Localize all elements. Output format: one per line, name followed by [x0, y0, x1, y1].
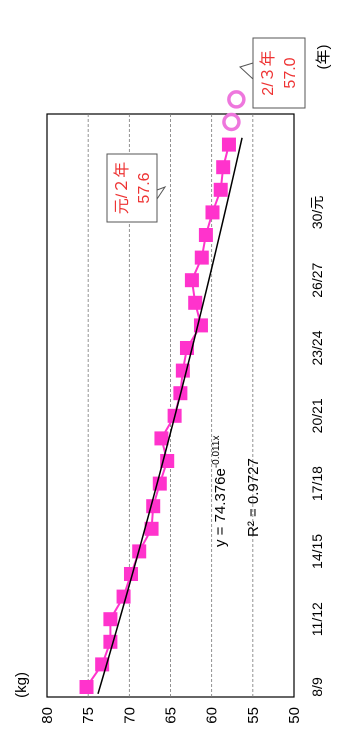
x-tick-label: 14/15	[309, 534, 325, 569]
x-tick-labels: 8/9 11/12 14/15 17/18 20/21 23/24 26/27 30/元	[309, 196, 325, 697]
callout-label: 元/２年	[113, 162, 131, 214]
data-point	[152, 476, 167, 491]
annotation-marker	[227, 90, 246, 109]
trendline-equation: y = 74.376e-0.011x	[211, 436, 229, 547]
trendline-layer	[97, 137, 243, 694]
y-tick-label: 75	[80, 707, 97, 724]
x-tick-label: 26/27	[309, 262, 325, 297]
callout-value: 57.6	[136, 172, 153, 203]
callout-pointer	[239, 62, 254, 80]
data-point	[213, 182, 228, 197]
data-point	[198, 228, 213, 242]
data-point	[179, 341, 194, 355]
data-point	[221, 137, 236, 152]
callout-box	[252, 37, 306, 109]
y-tick-label: 70	[121, 707, 138, 724]
annotation-marker	[222, 112, 241, 132]
chart-rotated-group: 50 55 60 65 70 75 80 8/9 11/12 14/15 17/18 20/21 23…	[13, 37, 332, 724]
y-axis-label: (kg)	[13, 672, 30, 698]
x-tick-label: 17/18	[309, 466, 325, 501]
data-point	[144, 521, 159, 536]
data-point	[146, 499, 161, 514]
callout-label: 2/３年	[259, 50, 277, 95]
trendline-equation-main: y = 74.376e	[212, 468, 229, 547]
trendline-r2: R² = 0.9727	[245, 458, 262, 537]
y-tick-label: 80	[39, 707, 56, 724]
data-point	[184, 273, 199, 288]
callout-pointer	[156, 185, 167, 200]
x-tick-label: 23/24	[309, 330, 325, 365]
data-point	[188, 295, 203, 310]
y-tick-label: 50	[286, 707, 303, 724]
data-point	[205, 205, 220, 220]
data-point	[216, 160, 231, 175]
data-point	[175, 363, 190, 378]
data-point	[154, 431, 169, 446]
callout-value: 57.0	[282, 57, 299, 88]
data-point	[103, 612, 118, 627]
x-tick-label: 30/元	[309, 196, 325, 229]
data-point	[194, 250, 209, 265]
trendline-equation-exponent: -0.011x	[211, 436, 222, 469]
trendline	[97, 137, 243, 694]
y-tick-labels: 50 55 60 65 70 75 80	[39, 707, 303, 724]
y-tick-label: 55	[245, 707, 262, 724]
data-point	[116, 589, 131, 604]
y-tick-label: 65	[163, 707, 180, 724]
data-point	[79, 680, 94, 694]
data-point	[123, 567, 138, 581]
x-tick-label: 20/21	[309, 398, 325, 433]
x-axis-label: (年)	[315, 45, 332, 70]
callout-box	[106, 153, 158, 223]
x-tick-label: 8/9	[309, 677, 325, 697]
annotations-layer: 元/２年 57.6 2/３年 57.0	[106, 37, 306, 223]
x-tick-label: 11/12	[309, 602, 325, 636]
y-tick-label: 60	[204, 707, 221, 724]
